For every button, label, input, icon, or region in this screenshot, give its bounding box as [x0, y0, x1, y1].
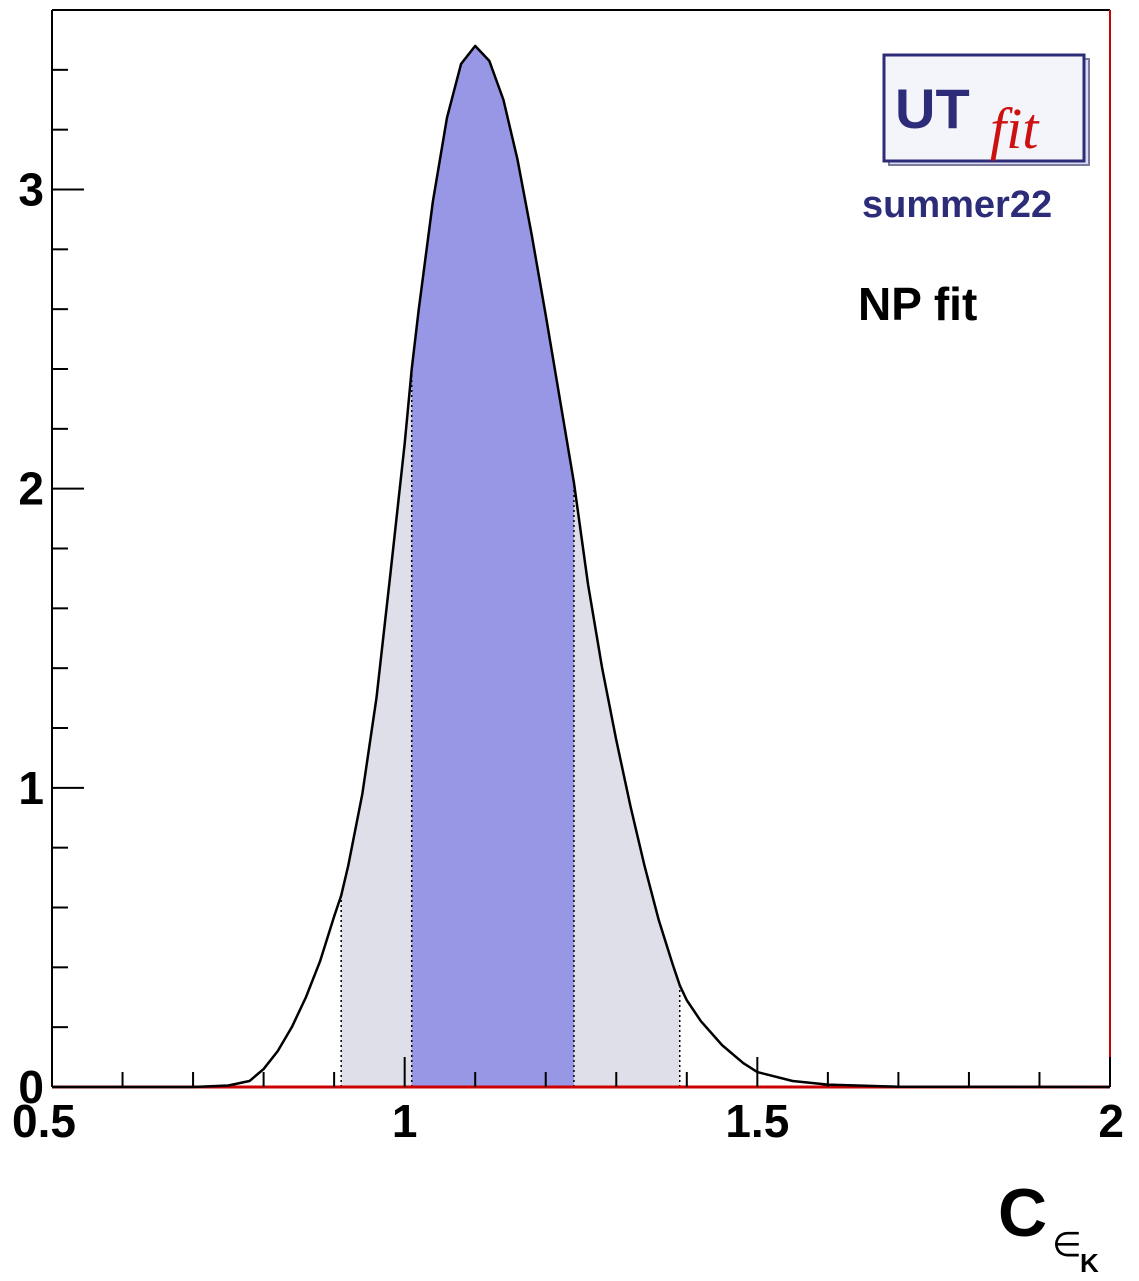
x-axis-label-subsub: K — [1080, 1248, 1099, 1278]
x-axis-label-sub: ∈ — [1052, 1225, 1082, 1265]
y-tick-label: 1 — [18, 762, 44, 814]
logo-ut-text: UT — [895, 77, 970, 140]
x-tick-label: 1 — [392, 1095, 418, 1147]
x-tick-label: 1.5 — [725, 1095, 789, 1147]
logo-frame — [882, 53, 1086, 163]
y-tick-label: 2 — [18, 463, 44, 515]
region-68 — [411, 45, 574, 1087]
credible-regions — [340, 45, 681, 1087]
pdf-curve-layer — [52, 44, 1111, 1089]
x-axis-label: C ∈ K — [998, 1175, 1099, 1278]
x-tick-label: 0.5 — [12, 1095, 76, 1147]
logo-season-text: summer22 — [862, 184, 1052, 226]
x-axis-label-main: C — [998, 1175, 1047, 1251]
np-fit-annotation: NP fit — [858, 278, 977, 330]
x-tick-label: 2 — [1098, 1095, 1124, 1147]
tick-labels: 0.5 1 1.5 2 0 1 2 3 — [12, 164, 1124, 1148]
y-tick-label: 0 — [18, 1061, 44, 1113]
logo-fit-text: fit — [990, 96, 1040, 161]
utfit-logo: UT fit summer22 — [862, 53, 1090, 226]
y-tick-label: 3 — [18, 164, 44, 216]
axis-ticks — [51, 9, 1111, 1088]
pdf-curve — [52, 44, 1111, 1089]
